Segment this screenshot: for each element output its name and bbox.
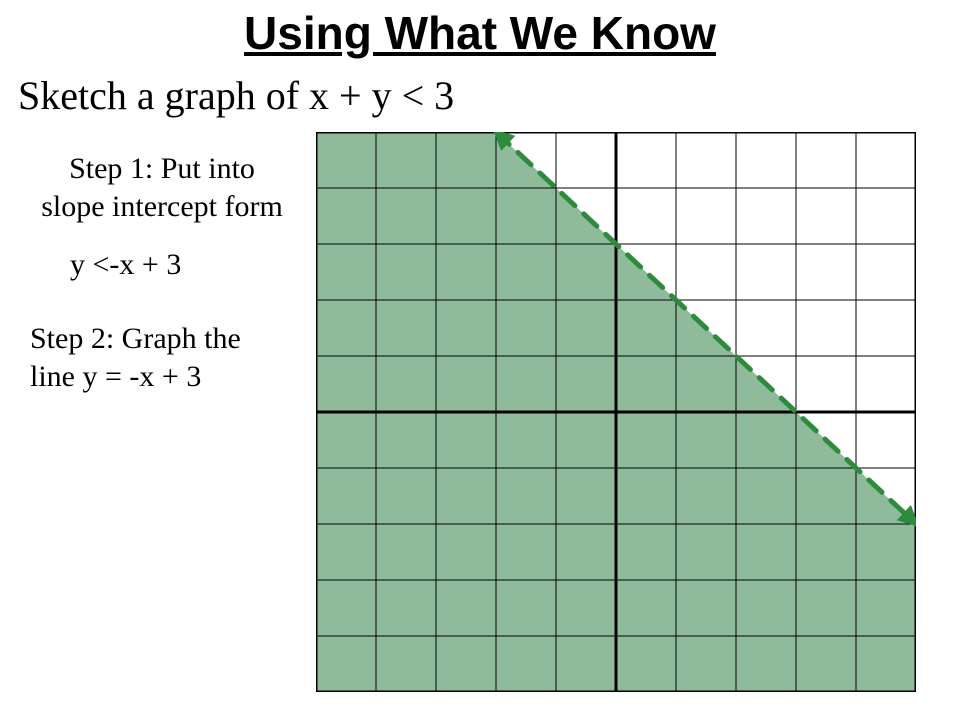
step-1-line-2: slope intercept form — [41, 190, 283, 223]
prompt-text: Sketch a graph of x + y < 3 — [18, 72, 454, 119]
step-2: Step 2: Graph the line y = -x + 3 — [30, 320, 290, 395]
inequality-graph — [316, 132, 916, 697]
equation-1: y <-x + 3 — [70, 248, 181, 282]
step-2-line-1: Step 2: Graph the — [30, 322, 241, 355]
step-1-line-1: Step 1: Put into — [69, 152, 255, 185]
step-2-line-2: line y = -x + 3 — [30, 360, 201, 393]
page-title: Using What We Know — [0, 6, 960, 60]
step-1: Step 1: Put into slope intercept form — [12, 150, 312, 225]
